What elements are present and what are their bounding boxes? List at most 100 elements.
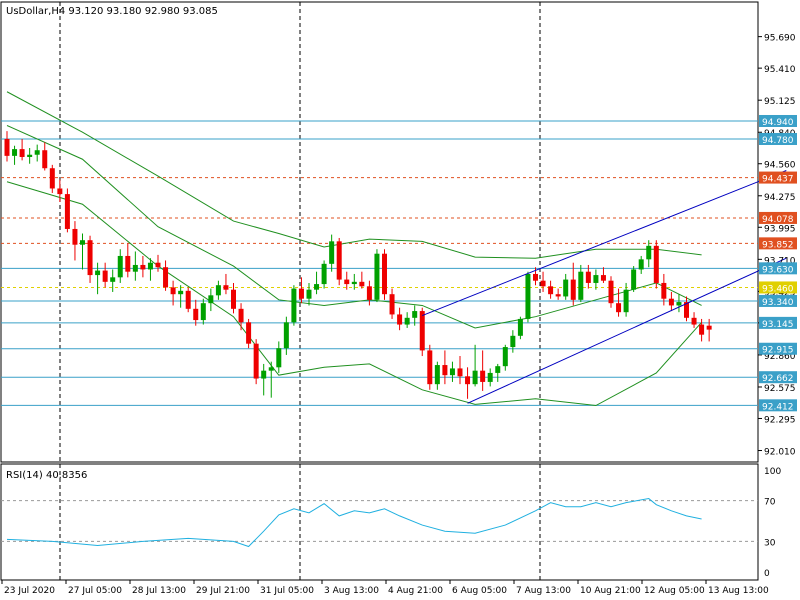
candle-body (517, 318, 523, 336)
candle-body (487, 372, 493, 382)
candle-body (268, 367, 274, 371)
rsi-tick-label: 0 (764, 569, 770, 579)
candle-body (691, 317, 697, 325)
candle-body (646, 245, 652, 260)
x-tick-label: 27 Jul 05:00 (68, 586, 122, 596)
candle-body (314, 284, 320, 290)
y-tick-label: 94.560 (764, 161, 796, 171)
x-tick-label: 28 Jul 13:00 (132, 586, 186, 596)
price-tag-label: 94.940 (762, 118, 794, 128)
rsi-line (6, 498, 702, 548)
price-tag (759, 262, 797, 275)
candle-body (434, 365, 440, 385)
candle-body (495, 366, 501, 373)
y-tick-label: 92.295 (764, 415, 796, 425)
candle-body (276, 348, 282, 368)
candle-body (49, 168, 55, 189)
price-tag-label: 93.145 (762, 320, 794, 330)
candle-body (4, 138, 10, 156)
y-tick-label: 92.010 (764, 448, 796, 458)
y-tick-label: 95.125 (764, 97, 796, 107)
candle-body (555, 294, 561, 297)
candle-body (34, 150, 40, 155)
candle-body (57, 188, 63, 195)
price-tag-label: 94.780 (762, 136, 794, 146)
candle-body (638, 259, 644, 270)
x-tick-label: 31 Jul 05:00 (260, 586, 314, 596)
candle-body (64, 194, 70, 229)
price-tag (759, 371, 797, 384)
price-tag-label: 93.460 (762, 284, 794, 294)
x-tick-label: 13 Aug 13:00 (708, 586, 769, 596)
candle-body (382, 253, 387, 295)
candle-body (699, 324, 705, 335)
candle-body (193, 308, 199, 321)
trend-line (467, 257, 787, 404)
candle-body (661, 282, 667, 299)
chart-background (0, 1, 759, 581)
price-tag-label: 92.915 (762, 346, 794, 356)
candle-body (412, 311, 418, 318)
candle-body (125, 255, 131, 272)
candle-body (12, 149, 18, 156)
level-lines (1, 120, 758, 406)
candle-body (374, 253, 380, 300)
y-tick-label: 92.575 (764, 384, 796, 394)
candle-body (389, 294, 395, 315)
candle-body (480, 370, 486, 382)
candle-body (147, 262, 153, 270)
candle-body (321, 263, 327, 285)
candle-body (283, 322, 289, 349)
candle-body (215, 285, 221, 296)
candle-body (238, 308, 244, 323)
candle-body (570, 279, 576, 300)
price-tag-label: 93.630 (762, 265, 794, 275)
price-tag-label: 94.437 (762, 175, 794, 185)
candle-body (366, 286, 372, 300)
rsi-tick-label: 70 (764, 498, 776, 508)
candles (4, 131, 712, 399)
candle-body (170, 287, 176, 295)
rsi-panel (1, 498, 758, 548)
candle-body (593, 275, 599, 283)
rsi-panel-frame (0, 463, 759, 581)
chart-header: UsDollar,H4 93.120 93.180 92.980 93.085 (6, 6, 218, 17)
candle-body (608, 280, 614, 304)
candle-body (117, 255, 123, 278)
candle-body (208, 295, 214, 304)
candle-body (684, 302, 689, 318)
candle-body (336, 241, 342, 280)
price-tag-label: 92.412 (762, 402, 794, 412)
rsi-tick-label: 30 (764, 538, 776, 548)
candle-body (472, 370, 478, 385)
y-tick-label: 95.410 (764, 65, 796, 75)
x-tick-label: 6 Aug 05:00 (452, 586, 507, 596)
x-tick-label: 4 Aug 21:00 (388, 586, 443, 596)
candle-body (185, 290, 191, 309)
price-tag (759, 114, 797, 127)
candle-body (533, 273, 538, 281)
price-tags: 94.940 94.780 94.437 94.078 93.852 93.630 93.4… (759, 114, 797, 412)
candle-body (298, 288, 304, 299)
candle-body (110, 277, 116, 282)
y-tick-label: 94.275 (764, 193, 796, 203)
candle-body (163, 267, 169, 288)
rsi-label: RSI(14) 40.8356 (6, 470, 87, 481)
main-panel-frame (0, 1, 759, 463)
x-tick-label: 29 Jul 21:00 (196, 586, 250, 596)
trend-line (422, 170, 787, 317)
candle-body (397, 314, 403, 325)
price-tag-label: 94.078 (762, 215, 794, 225)
candle-body (600, 275, 606, 281)
candle-body (525, 273, 531, 319)
candle-body (631, 269, 637, 290)
candle-body (404, 317, 410, 325)
candle-body (427, 350, 433, 385)
candle-body (653, 245, 659, 283)
price-tag (759, 316, 797, 329)
candle-body (465, 376, 471, 385)
candle-body (132, 264, 138, 272)
candle-body (27, 154, 33, 157)
price-tag (759, 399, 797, 412)
